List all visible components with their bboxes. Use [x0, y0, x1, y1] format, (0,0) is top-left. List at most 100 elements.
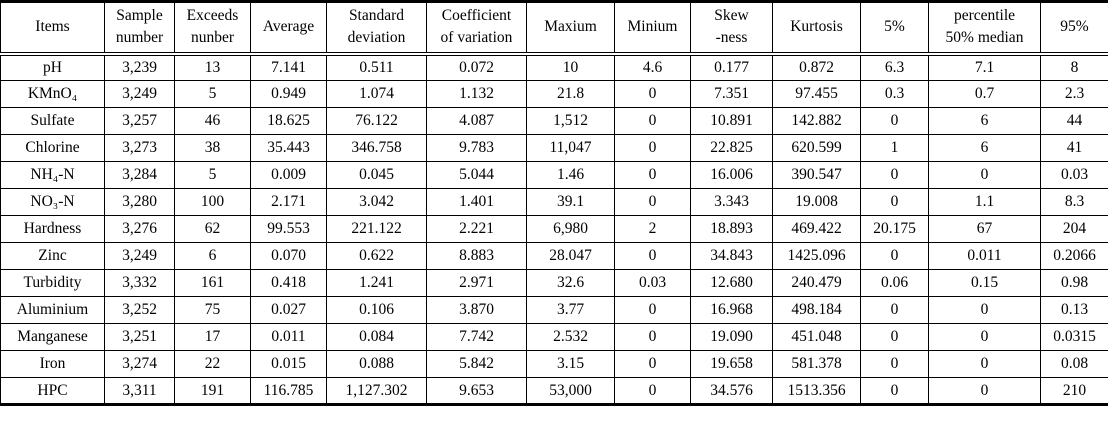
- column-header-sample-number: Sample number: [104, 1, 175, 56]
- statistics-table: Items Sample number Exceeds nunber Average S…: [0, 0, 1108, 406]
- table-cell: 0: [928, 377, 1041, 405]
- table-cell: 1.46: [526, 161, 615, 189]
- table-cell: 0: [928, 161, 1041, 189]
- table-cell: 5.842: [426, 350, 527, 378]
- table-cell: 100: [174, 188, 251, 216]
- table-cell: 0: [860, 296, 929, 324]
- row-label: NO₃-N: [0, 188, 105, 216]
- column-header-average: Average: [250, 1, 327, 56]
- table-cell: 53,000: [526, 377, 615, 405]
- table-cell: 3.042: [326, 188, 427, 216]
- table-cell: 0.622: [326, 242, 427, 270]
- column-header-95%: 95%: [1040, 1, 1108, 56]
- table-cell: 240.479: [772, 269, 861, 297]
- table-cell: 6: [928, 134, 1041, 162]
- table-cell: 7.351: [690, 80, 773, 108]
- column-header-exceeds-nunber: Exceeds nunber: [174, 1, 251, 56]
- table-cell: 581.378: [772, 350, 861, 378]
- table-cell: 0.177: [690, 53, 773, 81]
- column-header-minium: Minium: [614, 1, 691, 56]
- table-cell: 0.015: [250, 350, 327, 378]
- row-label: Sulfate: [0, 107, 105, 135]
- row-label: Hardness: [0, 215, 105, 243]
- table-cell: 0: [860, 350, 929, 378]
- column-header-percentile-50%-median: percentile 50% median: [928, 1, 1041, 56]
- table-row-turbidity: Turbidity 3,332 161 0.418 1.241 2.971 32.6 0.03…: [0, 269, 1108, 297]
- table-cell: 2.971: [426, 269, 527, 297]
- table-cell: 0.511: [326, 53, 427, 81]
- table-cell: 390.547: [772, 161, 861, 189]
- table-cell: 67: [928, 215, 1041, 243]
- table-cell: 0: [860, 107, 929, 135]
- column-header-maxium: Maxium: [526, 1, 615, 56]
- table-cell: 0: [614, 296, 691, 324]
- column-header-5%: 5%: [860, 1, 929, 56]
- table-cell: 0: [614, 80, 691, 108]
- table-cell: 0.0315: [1040, 323, 1108, 351]
- table-row-iron: Iron 3,274 22 0.015 0.088 5.842 3.15 0 19.658 581…: [0, 350, 1108, 378]
- table-cell: 116.785: [250, 377, 327, 405]
- table-cell: 12.680: [690, 269, 773, 297]
- table-cell: 0.084: [326, 323, 427, 351]
- table-cell: 1513.356: [772, 377, 861, 405]
- table-row-ph: pH 3,239 13 7.141 0.511 0.072 10 4.6 0.177 0.872 6…: [0, 53, 1108, 81]
- table-cell: 0.070: [250, 242, 327, 270]
- table-cell: 0.011: [928, 242, 1041, 270]
- table-cell: 2.171: [250, 188, 327, 216]
- table-cell: 0.15: [928, 269, 1041, 297]
- table-row-manganese: Manganese 3,251 17 0.011 0.084 7.742 2.532 0 19.…: [0, 323, 1108, 351]
- table-cell: 11,047: [526, 134, 615, 162]
- table-cell: 16.968: [690, 296, 773, 324]
- table-cell: 1.132: [426, 80, 527, 108]
- table-cell: 6,980: [526, 215, 615, 243]
- table-cell: 204: [1040, 215, 1108, 243]
- table-cell: 0: [928, 296, 1041, 324]
- table-cell: 142.882: [772, 107, 861, 135]
- table-cell: 9.653: [426, 377, 527, 405]
- table-cell: 28.047: [526, 242, 615, 270]
- table-body: pH 3,239 13 7.141 0.511 0.072 10 4.6 0.177 0.872 6…: [0, 53, 1108, 405]
- table-cell: 32.6: [526, 269, 615, 297]
- table-cell: 2.532: [526, 323, 615, 351]
- table-cell: 2.3: [1040, 80, 1108, 108]
- row-label: Iron: [0, 350, 105, 378]
- table-cell: 161: [174, 269, 251, 297]
- table-cell: 0.027: [250, 296, 327, 324]
- table-row-zinc: Zinc 3,249 6 0.070 0.622 8.883 28.047 0 34.843 14…: [0, 242, 1108, 270]
- table-cell: 18.625: [250, 107, 327, 135]
- table-cell: 99.553: [250, 215, 327, 243]
- table-cell: 3,249: [104, 80, 175, 108]
- table-cell: 9.783: [426, 134, 527, 162]
- table-cell: 41: [1040, 134, 1108, 162]
- table-cell: 22.825: [690, 134, 773, 162]
- table-cell: 0: [928, 323, 1041, 351]
- table-cell: 0: [614, 107, 691, 135]
- table-cell: 46: [174, 107, 251, 135]
- table-cell: 0: [860, 377, 929, 405]
- table-cell: 3.77: [526, 296, 615, 324]
- table-cell: 0: [614, 350, 691, 378]
- table-cell: 3,274: [104, 350, 175, 378]
- column-header-items: Items: [0, 1, 105, 56]
- table-cell: 469.422: [772, 215, 861, 243]
- table-cell: 0.2066: [1040, 242, 1108, 270]
- table-cell: 3.870: [426, 296, 527, 324]
- table-cell: 0: [614, 188, 691, 216]
- table-cell: 2: [614, 215, 691, 243]
- table-cell: 6: [928, 107, 1041, 135]
- table-cell: 6.3: [860, 53, 929, 81]
- table-cell: 0.03: [1040, 161, 1108, 189]
- table-cell: 0.088: [326, 350, 427, 378]
- table-cell: 38: [174, 134, 251, 162]
- table-cell: 21.8: [526, 80, 615, 108]
- table-row-hardness: Hardness 3,276 62 99.553 221.122 2.221 6,980 2 1…: [0, 215, 1108, 243]
- header-row: Items Sample number Exceeds nunber Average S…: [0, 1, 1108, 56]
- row-label: Manganese: [0, 323, 105, 351]
- table-cell: 35.443: [250, 134, 327, 162]
- column-header-skew-ness: Skew -ness: [690, 1, 773, 56]
- table-cell: 1.241: [326, 269, 427, 297]
- table-cell: 3,239: [104, 53, 175, 81]
- table-cell: 8.3: [1040, 188, 1108, 216]
- table-cell: 3,280: [104, 188, 175, 216]
